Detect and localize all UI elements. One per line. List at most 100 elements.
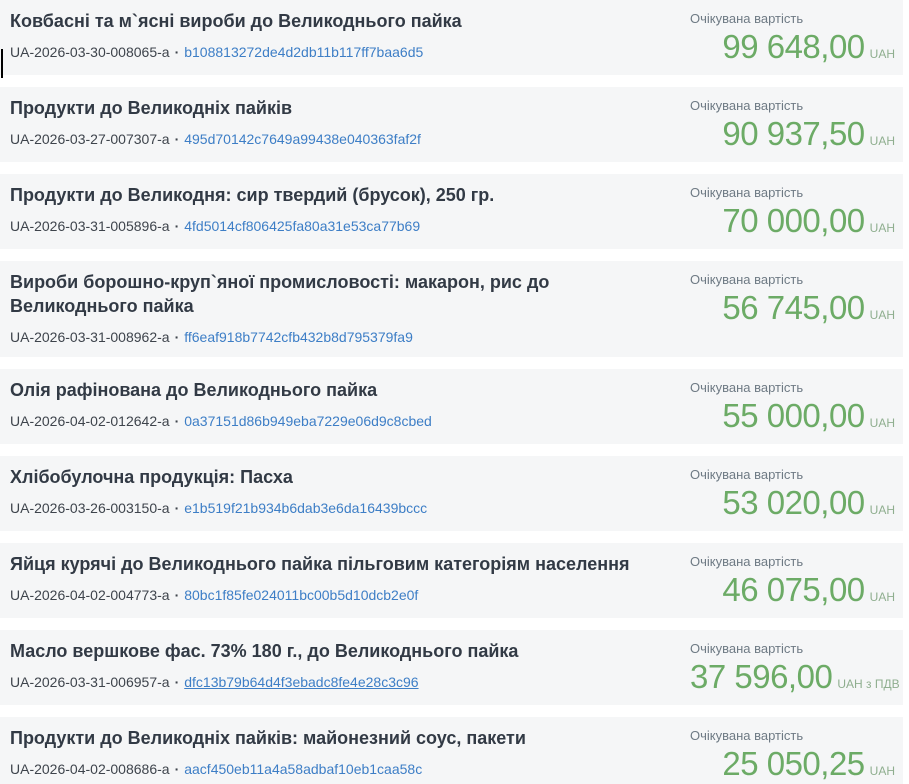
tender-hash-link[interactable]: 0a37151d86b949eba7229e06d9c8cbed: [184, 413, 432, 429]
tender-card: Продукти до Великодніх пайків UA-2026-03…: [0, 87, 903, 162]
price-line: 37 596,00 UAH з ПДВ: [690, 658, 900, 695]
price-line: 25 050,25 UAH: [690, 746, 895, 782]
separator-dot: ·: [174, 329, 180, 345]
tender-info: Вироби борошно-круп`яної промисловості: …: [10, 270, 660, 347]
separator-dot: ·: [174, 44, 180, 60]
tender-hash-link[interactable]: dfc13b79b64d4f3ebadc8fe4e28c3c96: [184, 674, 419, 690]
currency-suffix: UAH: [869, 764, 895, 778]
tender-title[interactable]: Олія рафінована до Великоднього пайка: [10, 380, 378, 400]
tender-id: UA-2026-04-02-004773-a: [10, 587, 170, 603]
text-cursor-artifact: [1, 49, 3, 78]
tender-id: UA-2026-03-26-003150-a: [10, 500, 170, 516]
currency-suffix: UAH: [869, 47, 895, 61]
currency-suffix: UAH: [869, 416, 895, 430]
expected-value-block: Очікувана вартість 70 000,00 UAH: [690, 183, 895, 239]
tender-hash-link[interactable]: 4fd5014cf806425fa80a31e53ca77b69: [184, 218, 421, 234]
currency-suffix: UAH з ПДВ: [837, 677, 900, 691]
separator-dot: ·: [174, 500, 180, 516]
tender-info: Яйця курячі до Великоднього пайка пільго…: [10, 552, 660, 605]
tender-hash-link[interactable]: ff6eaf918b7742cfb432b8d795379fa9: [184, 329, 413, 345]
tender-hash-link[interactable]: aacf450eb11a4a58adbaf10eb1caa58c: [184, 761, 423, 777]
currency-suffix: UAH: [869, 308, 895, 322]
tender-id-line: UA-2026-03-31-008962-a · ff6eaf918b7742cfb…: [10, 328, 640, 347]
expected-value-label: Очікувана вартість: [690, 467, 804, 482]
currency-suffix: UAH: [869, 134, 895, 148]
tender-id-line: UA-2026-03-31-006957-a · dfc13b79b64d4f3eb…: [10, 673, 640, 692]
price-line: 55 000,00 UAH: [690, 398, 895, 434]
tender-card: Ковбасні та м`ясні вироби до Великодньог…: [0, 0, 903, 75]
tender-info: Ковбасні та м`ясні вироби до Великодньог…: [10, 9, 660, 62]
tender-title[interactable]: Вироби борошно-круп`яної промисловості: …: [10, 272, 550, 316]
tender-info: Олія рафінована до Великоднього пайка UA…: [10, 378, 660, 431]
tender-hash-link[interactable]: 495d70142c7649a99438e040363faf2f: [184, 131, 421, 147]
expected-value-block: Очікувана вартість 25 050,25 UAH: [690, 726, 895, 782]
tender-card: Яйця курячі до Великоднього пайка пільго…: [0, 543, 903, 618]
currency-suffix: UAH: [869, 221, 895, 235]
separator-dot: ·: [174, 761, 180, 777]
price-line: 90 937,50 UAH: [690, 116, 895, 152]
expected-value-label: Очікувана вартість: [690, 728, 804, 743]
expected-value-amount: 99 648,00: [722, 28, 865, 65]
expected-value-label: Очікувана вартість: [690, 380, 804, 395]
tender-card: Вироби борошно-круп`яної промисловості: …: [0, 261, 903, 357]
tender-id: UA-2026-04-02-008686-a: [10, 761, 170, 777]
expected-value-block: Очікувана вартість 90 937,50 UAH: [690, 96, 895, 152]
expected-value-amount: 90 937,50: [722, 115, 865, 152]
expected-value-amount: 70 000,00: [722, 202, 865, 239]
tender-id: UA-2026-03-31-006957-a: [10, 674, 170, 690]
price-line: 99 648,00 UAH: [690, 29, 895, 65]
tender-hash-link[interactable]: 80bc1f85fe024011bc00b5d10dcb2e0f: [184, 587, 419, 603]
tender-id-line: UA-2026-03-27-007307-a · 495d70142c7649a99…: [10, 130, 640, 149]
separator-dot: ·: [174, 218, 180, 234]
tender-id-line: UA-2026-03-30-008065-a · b108813272de4d2db…: [10, 43, 640, 62]
tender-card: Хлібобулочна продукція: Пасха UA-2026-03…: [0, 456, 903, 531]
expected-value-block: Очікувана вартість 46 075,00 UAH: [690, 552, 895, 608]
tender-title[interactable]: Хлібобулочна продукція: Пасха: [10, 467, 293, 487]
separator-dot: ·: [174, 674, 180, 690]
tender-info: Хлібобулочна продукція: Пасха UA-2026-03…: [10, 465, 660, 518]
expected-value-label: Очікувана вартість: [690, 185, 804, 200]
separator-dot: ·: [174, 413, 180, 429]
expected-value-label: Очікувана вартість: [690, 272, 804, 287]
tender-title[interactable]: Яйця курячі до Великоднього пайка пільго…: [10, 554, 630, 574]
price-line: 70 000,00 UAH: [690, 203, 895, 239]
expected-value-block: Очікувана вартість 37 596,00 UAH з ПДВ: [690, 639, 900, 695]
separator-dot: ·: [174, 131, 180, 147]
expected-value-amount: 46 075,00: [722, 571, 865, 608]
tender-hash-link[interactable]: e1b519f21b934b6dab3e6da16439bccc: [184, 500, 428, 516]
expected-value-block: Очікувана вартість 99 648,00 UAH: [690, 9, 895, 65]
currency-suffix: UAH: [869, 590, 895, 604]
expected-value-block: Очікувана вартість 56 745,00 UAH: [690, 270, 895, 326]
expected-value-label: Очікувана вартість: [690, 554, 804, 569]
tender-id-line: UA-2026-03-31-005896-a · 4fd5014cf806425fa…: [10, 217, 640, 236]
tender-id-line: UA-2026-04-02-004773-a · 80bc1f85fe024011b…: [10, 586, 640, 605]
expected-value-label: Очікувана вартість: [690, 641, 804, 656]
tender-title[interactable]: Продукти до Великодніх пайків: [10, 98, 293, 118]
tender-id: UA-2026-03-30-008065-a: [10, 44, 170, 60]
expected-value-amount: 53 020,00: [722, 484, 865, 521]
currency-suffix: UAH: [869, 503, 895, 517]
tender-id: UA-2026-03-31-008962-a: [10, 329, 170, 345]
price-line: 46 075,00 UAH: [690, 572, 895, 608]
tender-title[interactable]: Продукти до Великодня: сир твердий (брус…: [10, 185, 495, 205]
tender-title[interactable]: Ковбасні та м`ясні вироби до Великодньог…: [10, 11, 462, 31]
tender-card: Продукти до Великодніх пайків: майонезни…: [0, 717, 903, 784]
expected-value-amount: 55 000,00: [722, 397, 865, 434]
expected-value-amount: 56 745,00: [722, 289, 865, 326]
tender-id-line: UA-2026-04-02-008686-a · aacf450eb11a4a58a…: [10, 760, 640, 779]
tender-card: Олія рафінована до Великоднього пайка UA…: [0, 369, 903, 444]
tender-id: UA-2026-04-02-012642-a: [10, 413, 170, 429]
tender-info: Продукти до Великодніх пайків: майонезни…: [10, 726, 660, 779]
tender-hash-link[interactable]: b108813272de4d2db11b117ff7baa6d5: [184, 44, 424, 60]
tender-info: Масло вершкове фас. 73% 180 г., до Велик…: [10, 639, 660, 692]
tender-info: Продукти до Великодніх пайків UA-2026-03…: [10, 96, 660, 149]
tender-id-line: UA-2026-04-02-012642-a · 0a37151d86b949eba…: [10, 412, 640, 431]
price-line: 53 020,00 UAH: [690, 485, 895, 521]
tender-title[interactable]: Продукти до Великодніх пайків: майонезни…: [10, 728, 526, 748]
tender-id: UA-2026-03-27-007307-a: [10, 131, 170, 147]
tender-card: Масло вершкове фас. 73% 180 г., до Велик…: [0, 630, 903, 705]
expected-value-label: Очікувана вартість: [690, 98, 804, 113]
expected-value-amount: 37 596,00: [690, 658, 833, 695]
tender-card: Продукти до Великодня: сир твердий (брус…: [0, 174, 903, 249]
tender-title[interactable]: Масло вершкове фас. 73% 180 г., до Велик…: [10, 641, 519, 661]
